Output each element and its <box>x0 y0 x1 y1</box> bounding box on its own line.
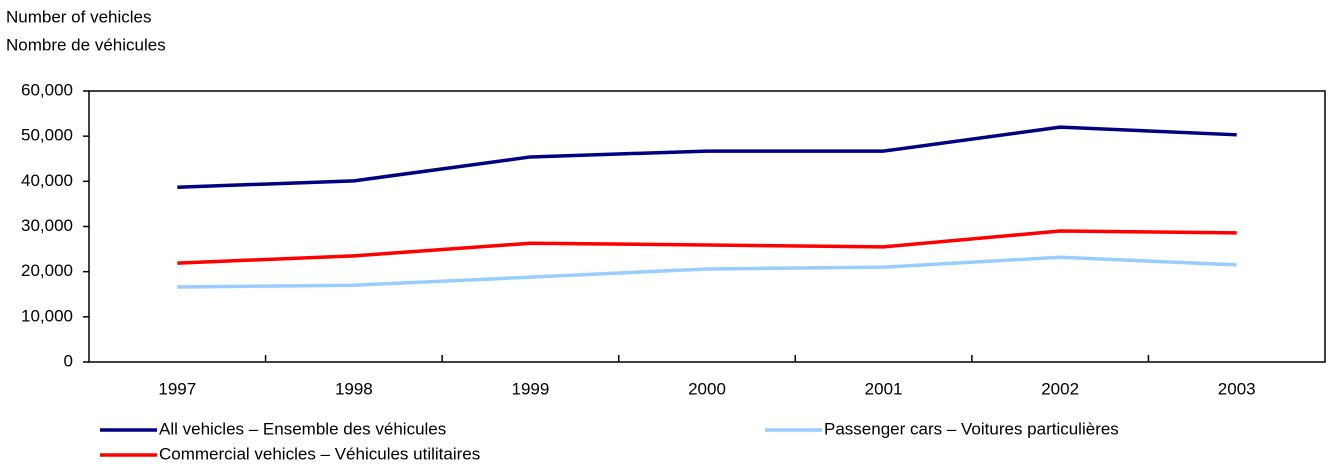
series-line <box>177 255 1237 289</box>
y-tick-label: 50,000 <box>21 126 73 145</box>
x-tick-label: 1999 <box>512 379 550 398</box>
x-tick-label: 2003 <box>1218 379 1256 398</box>
x-tick-label: 1997 <box>158 379 196 398</box>
x-tick-label: 1998 <box>335 379 373 398</box>
y-tick-label: 40,000 <box>21 171 73 190</box>
series-line <box>177 125 1237 189</box>
y-axis-title: Nombre de véhicules <box>6 35 166 54</box>
y-tick-label: 20,000 <box>21 261 73 280</box>
legend-label: Commercial vehicles – Véhicules utilitai… <box>159 444 480 463</box>
y-tick-label: 60,000 <box>21 80 73 99</box>
x-tick-label: 2000 <box>688 379 726 398</box>
y-tick-label: 10,000 <box>21 306 73 325</box>
series-line <box>177 229 1237 265</box>
legend-label: All vehicles – Ensemble des véhicules <box>159 419 446 438</box>
x-tick-label: 2001 <box>865 379 903 398</box>
y-tick-label: 0 <box>64 351 73 370</box>
legend-label: Passenger cars – Voitures particulières <box>824 419 1119 438</box>
y-axis-title: Number of vehicles <box>6 7 152 26</box>
x-tick-label: 2002 <box>1041 379 1079 398</box>
y-tick-label: 30,000 <box>21 216 73 235</box>
